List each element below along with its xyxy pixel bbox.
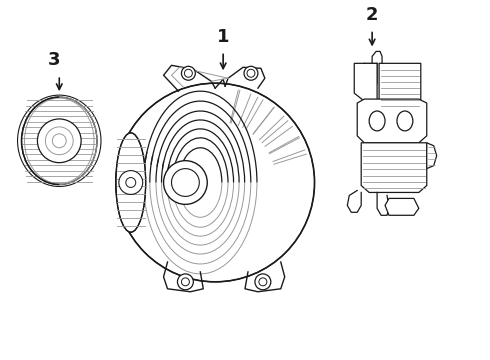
Circle shape	[181, 66, 196, 80]
Polygon shape	[385, 198, 419, 215]
Circle shape	[255, 274, 271, 290]
Ellipse shape	[18, 95, 101, 186]
Polygon shape	[357, 99, 427, 143]
Circle shape	[365, 73, 375, 83]
Circle shape	[119, 171, 143, 194]
Ellipse shape	[116, 133, 146, 232]
Text: 2: 2	[366, 6, 378, 24]
Polygon shape	[379, 63, 421, 111]
Polygon shape	[427, 143, 437, 168]
Polygon shape	[354, 63, 377, 101]
Ellipse shape	[397, 111, 413, 131]
Circle shape	[164, 161, 207, 204]
Ellipse shape	[116, 83, 315, 282]
Ellipse shape	[369, 111, 385, 131]
Text: 3: 3	[48, 51, 61, 69]
Circle shape	[37, 119, 81, 163]
Circle shape	[177, 274, 194, 290]
Text: 1: 1	[217, 28, 229, 46]
Circle shape	[244, 66, 258, 80]
Polygon shape	[361, 143, 427, 193]
